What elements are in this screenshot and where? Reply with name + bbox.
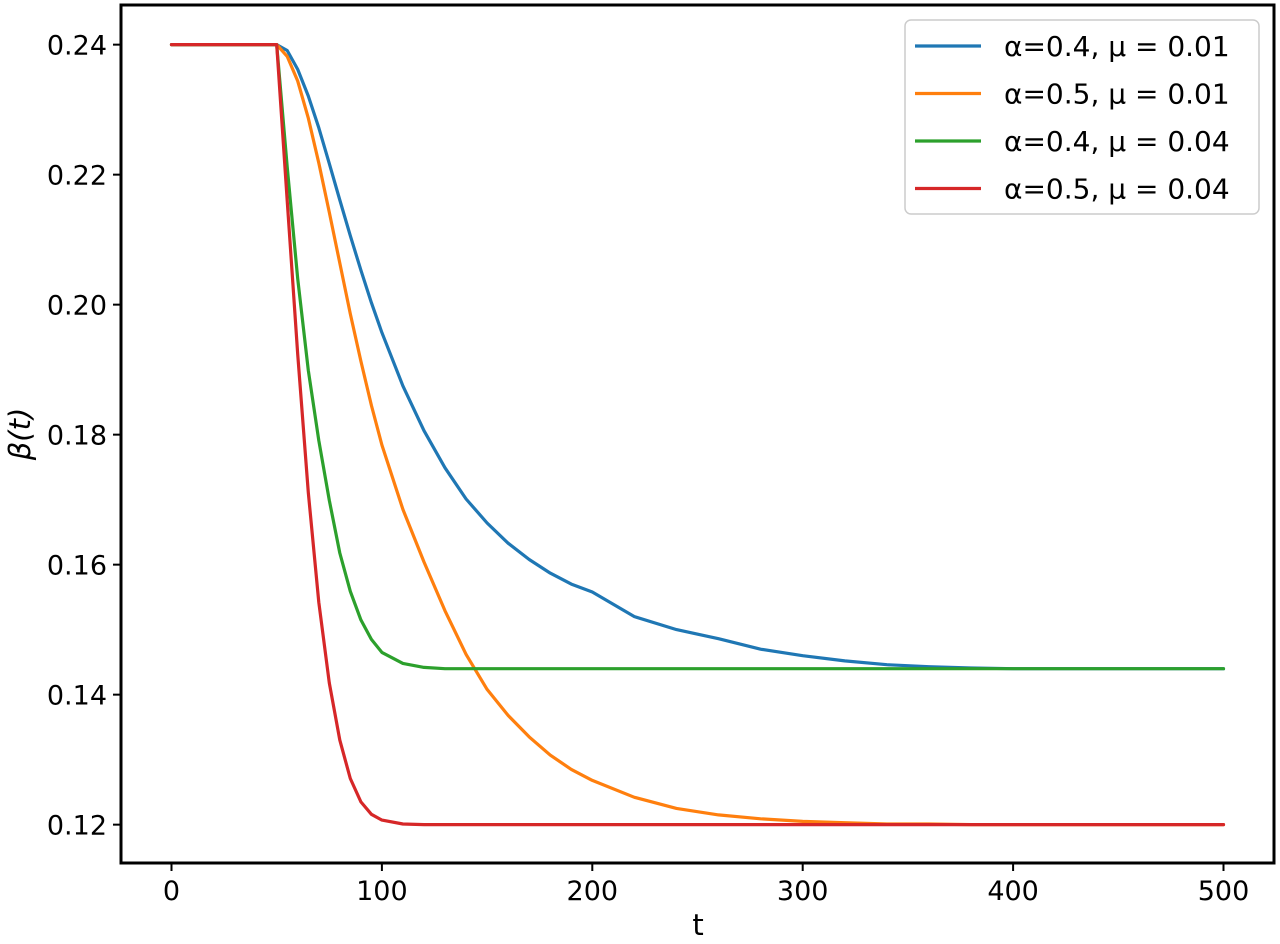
plot-frame	[119, 3, 1276, 865]
x-axis-title: t	[692, 908, 703, 940]
legend-box	[904, 19, 1260, 215]
y-axis-title: β(t)	[3, 408, 37, 462]
series-layer	[169, 42, 1226, 827]
legend-items: α=0.4, μ = 0.01 α=0.5, μ = 0.01 α=0.4, μ =…	[915, 30, 1230, 206]
legend: α=0.4, μ = 0.01 α=0.5, μ = 0.01 α=0.4, μ =…	[904, 19, 1260, 215]
x-tick-label: 0	[163, 876, 180, 907]
y-tick-label: 0.12	[47, 811, 107, 842]
legend-label-3: α=0.4, μ = 0.04	[1004, 125, 1230, 158]
legend-label-2: α=0.5, μ = 0.01	[1004, 78, 1230, 111]
y-tick-label: 0.18	[47, 421, 107, 452]
y-tick-label: 0.20	[47, 291, 107, 322]
y-tick-label: 0.16	[47, 551, 107, 582]
y-tick-label: 0.22	[47, 161, 107, 192]
y-tick-label: 0.14	[47, 681, 107, 712]
series-line-4	[169, 42, 1226, 827]
y-tick-label: 0.24	[47, 31, 107, 62]
x-tick-label: 300	[777, 876, 829, 907]
legend-label-1: α=0.4, μ = 0.01	[1004, 30, 1230, 63]
x-tick-label: 100	[356, 876, 408, 907]
x-tick-label: 400	[987, 876, 1039, 907]
series-line-3	[169, 42, 1226, 671]
tick-layer: 0 100 200 300 400 500 0.12 0.14 0.16 0.18 0.20 0.22…	[47, 31, 1249, 907]
legend-label-4: α=0.5, μ = 0.04	[1004, 173, 1230, 206]
x-tick-label: 200	[567, 876, 619, 907]
x-tick-label: 500	[1198, 876, 1250, 907]
